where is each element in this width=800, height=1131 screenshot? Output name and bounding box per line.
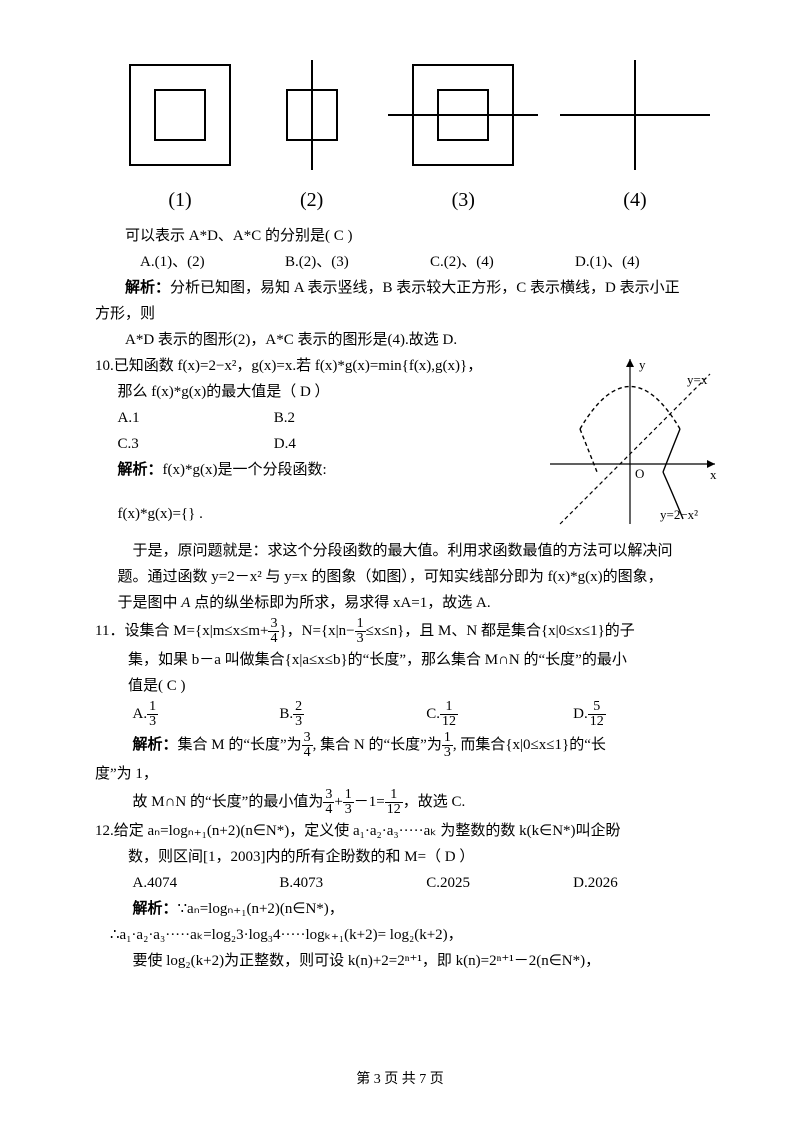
q12-opt-b: B.4073 xyxy=(279,871,426,895)
q-intro-options: A.(1)、(2) B.(2)、(3) C.(2)、(4) D.(1)、(4) xyxy=(95,250,720,274)
q10-opts-cd: C.3 D.4 xyxy=(95,432,430,456)
q12-ana1: 解析：∵aₙ=logₙ₊₁(n+2)(n∈N*)， xyxy=(95,897,720,921)
q-intro-opt-d: D.(1)、(4) xyxy=(575,250,720,274)
q10-p1: 于是，原问题就是：求这个分段函数的最大值。利用求函数最值的方法可以解决问 xyxy=(95,539,720,563)
q10-opt-a: A.1 xyxy=(118,406,274,430)
q-intro-ana3: A*D 表示的图形(2)，A*C 表示的图形是(4).故选 D. xyxy=(95,328,720,352)
figure-2-label: (2) xyxy=(257,184,367,216)
graph-par-label: y=2−x² xyxy=(660,507,698,522)
frac-3-4c: 34 xyxy=(323,788,334,817)
frac-3-4b: 34 xyxy=(302,731,313,760)
q11-options: A.13 B.23 C.112 D.512 xyxy=(95,700,720,729)
q-intro-ana1: 解析：分析已知图，易知 A 表示竖线，B 表示较大正方形，C 表示横线，D 表示… xyxy=(95,276,720,300)
q11-ana3c: －1= xyxy=(354,794,385,810)
q12-l1: 12.给定 aₙ=logₙ₊₁(n+2)(n∈N*)，定义使 a₁·a₂·a₃·… xyxy=(95,819,720,843)
figure-3: (3) xyxy=(388,60,538,216)
q11-opt-a: A.13 xyxy=(133,700,280,729)
page-footer: 第 3 页 共 7 页 xyxy=(0,1069,800,1091)
q11-opt-d: D.512 xyxy=(573,700,720,729)
q-intro-opt-b: B.(2)、(3) xyxy=(285,250,430,274)
q-intro-ana1-text: 分析已知图，易知 A 表示竖线，B 表示较大正方形，C 表示横线，D 表示小正 xyxy=(170,280,680,296)
analysis-label: 解析： xyxy=(125,280,170,296)
q10-p3: 于是图中 A 点的纵坐标即为所求，易求得 xA=1，故选 A. xyxy=(95,591,720,615)
q10-ana1-text: f(x)*g(x)是一个分段函数: xyxy=(163,462,327,478)
q11-l1b: }，N={x|n− xyxy=(279,623,354,639)
q11-l1: 11．设集合 M={x|m≤x≤m+34}，N={x|n−13≤x≤n}，且 M… xyxy=(95,617,720,646)
q11-ana1: 解析：集合 M 的“长度”为34, 集合 N 的“长度”为13, 而集合{x|0… xyxy=(95,731,720,760)
graph-yx-label: y=x xyxy=(687,372,708,387)
figure-1: (1) xyxy=(125,60,235,216)
q11-l1c: ≤x≤n}，且 M、N 都是集合{x|0≤x≤1}的子 xyxy=(366,623,635,639)
q11-ana3b: + xyxy=(334,794,342,810)
page-root: (1) (2) (3) (4) 可以表示 A*D、A*C 的分别是 xyxy=(0,0,800,1131)
figure-3-label: (3) xyxy=(388,184,538,216)
figures-row: (1) (2) (3) (4) xyxy=(95,60,720,216)
q12-ana2: ∴a₁·a₂·a₃·····aₖ=log₂3·log₃4·····logₖ₊₁(… xyxy=(95,923,720,947)
figure-4-svg xyxy=(560,60,710,170)
q11-l1a: 11．设集合 M={x|m≤x≤m+ xyxy=(95,623,268,639)
q10-p3a: 于是图中 xyxy=(118,595,182,611)
frac-1-3b: 13 xyxy=(442,731,453,760)
q10-graph: y x O y=x y=2−x² xyxy=(545,354,720,537)
q11-opt-b: B.23 xyxy=(279,700,426,729)
q10-p3b: 点的纵坐标即为所求，易求得 xA=1，故选 A. xyxy=(190,595,490,611)
q11-l2: 集，如果 b－a 叫做集合{x|a≤x≤b}的“长度”，那么集合 M∩N 的“长… xyxy=(95,648,720,672)
q12-options: A.4074 B.4073 C.2025 D.2026 xyxy=(95,871,720,895)
q11-ana1c: , 而集合{x|0≤x≤1}的“长 xyxy=(453,737,606,753)
analysis-label: 解析： xyxy=(118,462,163,478)
figure-4: (4) xyxy=(560,60,710,216)
frac-1-3c: 13 xyxy=(343,788,354,817)
q-intro-ana2: 方形，则 xyxy=(95,302,720,326)
q11-ana3a: 故 M∩N 的“长度”的最小值为 xyxy=(133,794,324,810)
q10-graph-svg: y x O y=x y=2−x² xyxy=(545,354,720,529)
q11-l3: 值是( C ) xyxy=(95,674,720,698)
q11-ana3d: ，故选 C. xyxy=(403,794,466,810)
q12-ana3: 要使 log₂(k+2)为正整数，则可设 k(n)+2=2ⁿ⁺¹，即 k(n)=… xyxy=(95,949,720,973)
graph-o-label: O xyxy=(635,466,644,481)
q11-ana3: 故 M∩N 的“长度”的最小值为34+13－1=112，故选 C. xyxy=(95,788,720,817)
q12-l2: 数，则区间[1，2003]内的所有企盼数的和 M=（ D ） xyxy=(95,845,720,869)
q11-opt-c: C.112 xyxy=(426,700,573,729)
graph-x-label: x xyxy=(710,467,717,482)
q10-opt-b: B.2 xyxy=(274,406,430,430)
figure-2: (2) xyxy=(257,60,367,216)
q-intro-line1: 可以表示 A*D、A*C 的分别是( C ) xyxy=(95,224,720,248)
figure-3-svg xyxy=(388,60,538,170)
frac-1-12: 112 xyxy=(385,788,403,817)
analysis-label: 解析： xyxy=(133,901,178,917)
graph-y-label: y xyxy=(639,357,646,372)
q12-opt-c: C.2025 xyxy=(426,871,573,895)
figure-1-label: (1) xyxy=(125,184,235,216)
q11-ana1b: , 集合 N 的“长度”为 xyxy=(313,737,442,753)
q12-ana1-text: ∵aₙ=logₙ₊₁(n+2)(n∈N*)， xyxy=(178,901,344,917)
figure-2-svg xyxy=(257,60,367,170)
q11-ana1a: 集合 M 的“长度”为 xyxy=(178,737,302,753)
q10-opt-d: D.4 xyxy=(274,432,430,456)
q11-ana2: 度”为 1， xyxy=(95,762,720,786)
analysis-label: 解析： xyxy=(133,737,178,753)
q10-opt-c: C.3 xyxy=(118,432,274,456)
q-intro-opt-c: C.(2)、(4) xyxy=(430,250,575,274)
figure-4-label: (4) xyxy=(560,184,710,216)
q10-opts-ab: A.1 B.2 xyxy=(95,406,430,430)
figure-1-svg xyxy=(125,60,235,170)
q10-p2: 题。通过函数 y=2－x² 与 y=x 的图象（如图），可知实线部分即为 f(x… xyxy=(95,565,720,589)
frac-1-3: 13 xyxy=(355,617,366,646)
q12-opt-a: A.4074 xyxy=(133,871,280,895)
q12-opt-d: D.2026 xyxy=(573,871,720,895)
q-intro-opt-a: A.(1)、(2) xyxy=(140,250,285,274)
frac-3-4: 34 xyxy=(268,617,279,646)
